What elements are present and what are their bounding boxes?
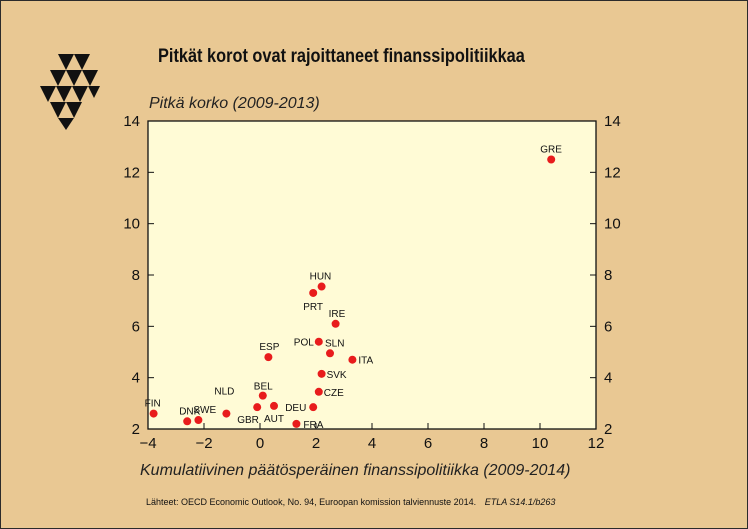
source-note: Lähteet: OECD Economic Outlook, No. 94, …: [146, 497, 555, 507]
y-tick-label-left: 10: [123, 216, 140, 233]
data-point-svk: [317, 369, 326, 378]
y-tick-label-left: 12: [123, 164, 140, 181]
data-point-esp: [264, 353, 273, 362]
data-point-sln: [326, 349, 334, 358]
data-label-pol: POL: [294, 338, 314, 349]
data-label-esp: ESP: [259, 342, 279, 353]
y-tick-label-right: 6: [604, 318, 612, 335]
data-point-hun: [317, 282, 326, 291]
y-tick-label-left: 14: [123, 113, 140, 130]
x-tick-label: 2: [312, 435, 320, 452]
data-label-ire: IRE: [329, 309, 346, 320]
data-point-cze: [314, 387, 323, 396]
x-axis: −4 −2 0 2 4 6 8 10 12: [139, 423, 604, 452]
x-tick-label: −2: [195, 435, 212, 452]
data-point-ire: [331, 319, 340, 328]
chart-title: Pitkät korot ovat rajoittaneet finanssip…: [158, 46, 525, 67]
data-point-gre: [547, 155, 556, 164]
data-label-fra: FRA: [303, 420, 323, 431]
data-point-deu: [309, 403, 318, 412]
data-label-dnk: DNK: [179, 406, 200, 417]
source-reference: ETLA S14.1/b263: [484, 497, 556, 507]
y-tick-label-right: 14: [604, 113, 621, 130]
data-label-cze: CZE: [324, 388, 344, 399]
data-label-nld: NLD: [214, 387, 234, 398]
data-point-nld: [222, 409, 231, 418]
x-tick-label: −4: [139, 435, 156, 452]
source-text: Lähteet: OECD Economic Outlook, No. 94, …: [146, 497, 477, 507]
data-point-gbr: [253, 403, 262, 412]
data-label-svk: SVK: [327, 370, 347, 381]
data-point-ita: [348, 355, 357, 364]
y-tick-label-right: 8: [604, 267, 612, 284]
data-point-aut: [270, 401, 278, 410]
data-point-fin: [149, 409, 158, 418]
plot-area: [147, 120, 597, 430]
x-tick-label: 6: [424, 435, 432, 452]
x-axis-label: Kumulatiivinen päätösperäinen finanssipo…: [140, 462, 571, 479]
data-label-bel: BEL: [254, 382, 273, 393]
data-label-gbr: GBR: [237, 415, 259, 426]
x-tick-label: 10: [532, 435, 549, 452]
data-label-deu: DEU: [285, 403, 306, 414]
y-tick-label-right: 10: [604, 216, 621, 233]
y-tick-label-left: 6: [132, 318, 140, 335]
y-tick-label-left: 4: [132, 370, 140, 387]
data-label-ita: ITA: [358, 356, 373, 367]
data-point-prt: [309, 288, 318, 297]
data-point-fra: [292, 419, 301, 428]
x-tick-label: 12: [588, 435, 605, 452]
y-tick-label-left: 2: [132, 421, 140, 438]
x-tick-label: 0: [256, 435, 264, 452]
data-label-swe: SWE: [193, 405, 216, 416]
data-point-dnk: [183, 417, 192, 426]
x-tick-label: 4: [368, 435, 376, 452]
data-label-hun: HUN: [310, 272, 332, 283]
y-axis-label: Pitkä korko (2009-2013): [149, 95, 320, 112]
etla-triangles-logo-icon: [40, 54, 100, 130]
y-tick-label-right: 12: [604, 164, 621, 181]
data-label-gre: GRE: [540, 145, 562, 156]
data-label-sln: SLN: [325, 338, 344, 349]
y-axis-left: 2 4 6 8 10 12 14: [123, 113, 154, 438]
data-label-prt: PRT: [303, 302, 323, 313]
x-tick-label: 8: [480, 435, 488, 452]
data-point-bel: [258, 391, 267, 400]
data-label-fin: FIN: [145, 399, 161, 410]
y-tick-label-right: 2: [604, 421, 612, 438]
y-tick-label-right: 4: [604, 370, 612, 387]
y-axis-right: 2 4 6 8 10 12 14: [590, 113, 621, 438]
data-label-aut: AUT: [264, 414, 284, 425]
data-point-pol: [314, 337, 323, 346]
data-point-swe: [194, 416, 203, 425]
y-tick-label-left: 8: [132, 267, 140, 284]
